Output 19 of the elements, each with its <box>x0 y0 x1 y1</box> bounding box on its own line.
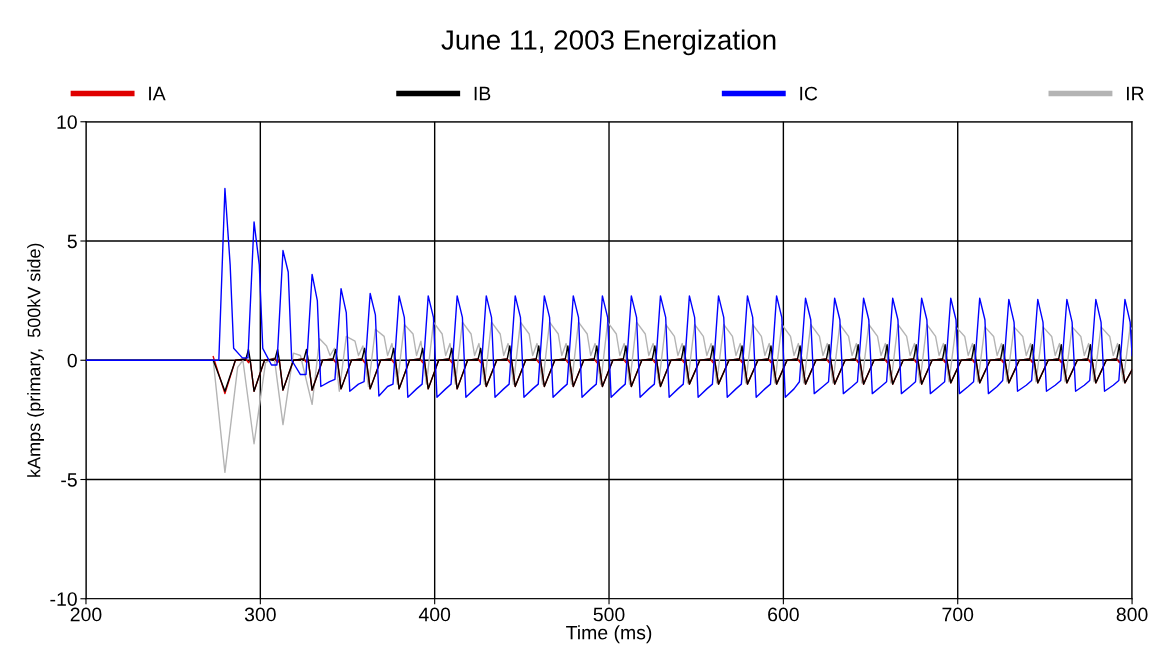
x-axis-title: Time (ms) <box>566 625 652 644</box>
y-axis-title: kAmps (primary, 500kV side) <box>27 243 44 477</box>
x-tick-label: 400 <box>418 607 451 622</box>
x-tick-label: 300 <box>244 607 276 622</box>
y-tick-label: 5 <box>67 234 77 249</box>
y-tick-label: 0 <box>67 353 77 368</box>
legend-label: IB <box>474 86 491 101</box>
legend-label: IA <box>149 86 166 101</box>
y-tick-label: 10 <box>57 115 77 129</box>
x-tick-label: 600 <box>768 607 799 622</box>
legend-label: IR <box>1126 86 1144 101</box>
x-tick-label: 500 <box>593 607 625 622</box>
chart-title: June 11, 2003 Energization <box>441 29 776 56</box>
x-tick-label: 800 <box>1116 607 1148 622</box>
y-tick-label: -5 <box>61 473 77 487</box>
y-tick-label: -10 <box>50 592 77 606</box>
x-tick-label: 200 <box>70 607 102 622</box>
legend-label: IC <box>800 86 818 101</box>
x-tick-label: 700 <box>942 607 974 622</box>
